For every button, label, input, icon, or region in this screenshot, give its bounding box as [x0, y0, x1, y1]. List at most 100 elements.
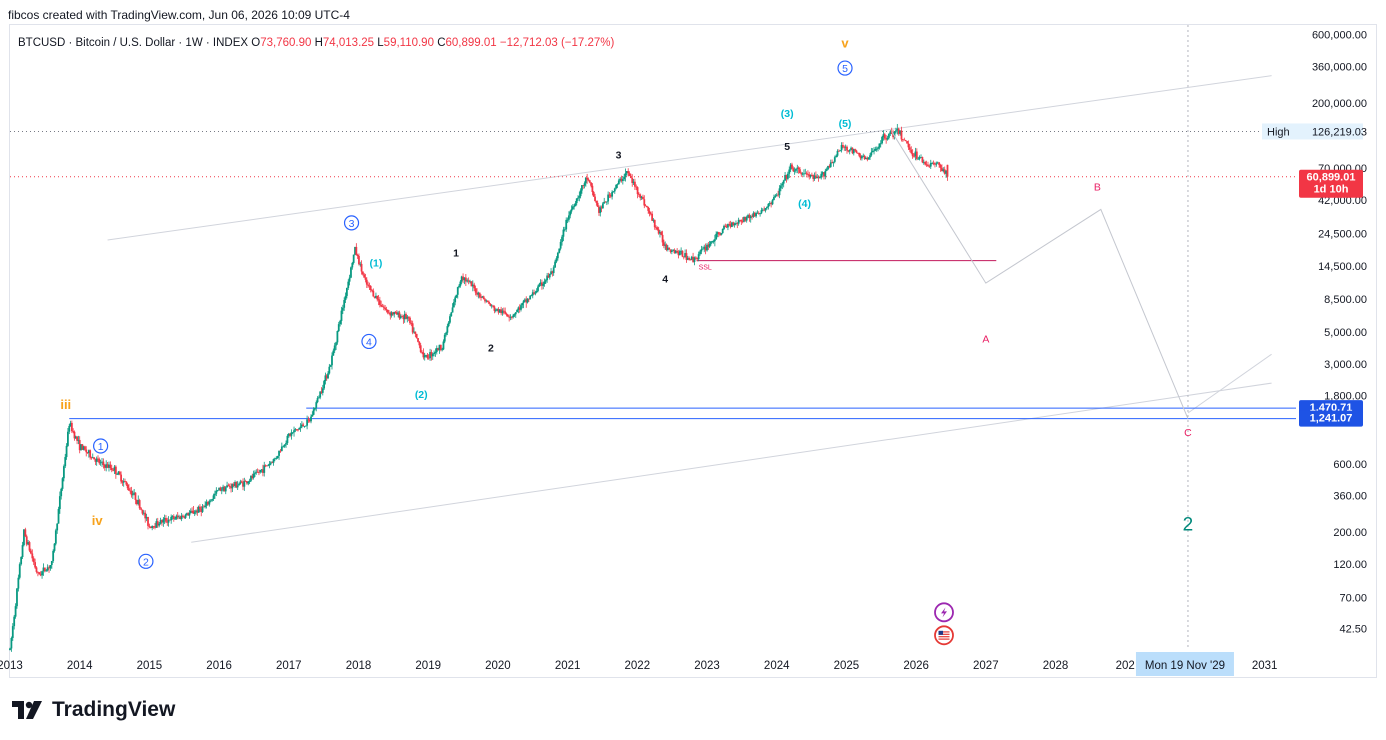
candle-body: [513, 314, 516, 316]
candle-body: [858, 152, 861, 156]
candle-body: [915, 151, 918, 159]
candle-body: [791, 164, 793, 169]
candle-body: [189, 510, 192, 514]
candle-body: [942, 169, 945, 172]
candle-body: [661, 234, 664, 243]
candle-body: [329, 365, 332, 367]
candle-body: [565, 219, 568, 230]
candle-body: [813, 175, 816, 179]
candle-body: [825, 169, 828, 171]
candle-body: [266, 465, 268, 467]
candle-body: [929, 163, 932, 167]
candle-body: [347, 281, 350, 288]
candle-body: [135, 499, 138, 505]
candle-body: [747, 215, 749, 218]
candle-body: [269, 462, 272, 464]
candle-body: [344, 295, 347, 301]
candle-body: [394, 312, 397, 313]
candle-body: [910, 149, 913, 154]
candle-body: [755, 213, 757, 217]
candle-body: [727, 224, 729, 228]
candle-body: [398, 312, 401, 319]
candle-body: [711, 241, 714, 243]
candle-body: [492, 305, 494, 307]
candle-body: [575, 198, 578, 204]
wave-label: (2): [415, 389, 428, 401]
candle-body: [748, 215, 751, 219]
candle-body: [542, 283, 545, 286]
candle-body: [607, 194, 610, 202]
candle-body: [438, 344, 441, 351]
candle-body: [720, 233, 723, 235]
candle-body: [693, 257, 696, 262]
candle-body: [508, 316, 511, 318]
candle-body: [145, 517, 148, 519]
chart-frame[interactable]: [9, 24, 1377, 678]
us-flag-icon: [934, 625, 954, 646]
candle-body: [227, 485, 230, 487]
candle-body: [302, 424, 305, 427]
candle-body: [406, 316, 409, 319]
candle-body: [156, 521, 159, 526]
x-tick-label: 2015: [137, 660, 163, 672]
candle-body: [215, 490, 218, 494]
us-flag-stripe: [938, 633, 950, 635]
candle-body: [392, 312, 394, 315]
candle-body: [486, 300, 489, 303]
candle-body: [328, 366, 331, 374]
candle-body: [773, 196, 775, 200]
price-levels: SSL: [10, 130, 1296, 420]
candle-body: [64, 457, 67, 467]
candle-body: [901, 139, 904, 141]
candle-body: [602, 203, 604, 209]
candle-body: [141, 509, 144, 514]
y-tick-label: 42.50: [1339, 623, 1367, 635]
candle-body: [467, 280, 470, 282]
candle-body: [294, 429, 297, 431]
high-tag-bg: [1262, 123, 1363, 140]
symbol-legend[interactable]: BTCUSD · Bitcoin / U.S. Dollar · 1W · IN…: [18, 37, 614, 49]
candle-body: [409, 317, 411, 324]
candle-body: [76, 436, 78, 441]
price-chart[interactable]: SSL iiiivv12345(1)(2)(3)(4)(5)12345ABC2 …: [0, 0, 1386, 690]
candle-body: [117, 471, 120, 475]
candle-body: [482, 296, 485, 300]
candle-body: [743, 216, 745, 222]
candle-body: [835, 155, 838, 158]
candle-body: [563, 229, 566, 231]
candle-body: [360, 263, 363, 272]
candle-body: [931, 162, 934, 164]
wave-label-circle: [361, 333, 377, 350]
candle-body: [543, 281, 546, 284]
candle-body: [358, 255, 360, 265]
candle-body: [903, 139, 906, 141]
candle-body: [759, 213, 761, 215]
candle-body: [506, 314, 509, 317]
candle-body: [368, 285, 371, 287]
candle-body: [632, 181, 635, 183]
candle-body: [945, 170, 947, 174]
candle-body: [665, 244, 668, 250]
candle-body: [126, 484, 129, 489]
candle-body: [31, 553, 34, 559]
wave-label: B: [1094, 182, 1101, 194]
tradingview-logo[interactable]: TradingView: [12, 698, 175, 722]
candle-body: [43, 567, 46, 572]
close-value: 60,899.01: [445, 37, 497, 49]
open-label: O: [251, 37, 261, 49]
candle-body: [425, 354, 427, 356]
candle-body: [635, 186, 638, 188]
candle-body: [24, 529, 27, 537]
candle-body: [376, 295, 379, 300]
candle-body: [904, 140, 907, 142]
candle-body: [372, 290, 375, 297]
candle-body: [707, 244, 710, 247]
candle-body: [922, 162, 925, 163]
candle-body: [496, 309, 499, 311]
candle-body: [525, 299, 528, 303]
candle-body: [276, 455, 279, 459]
candle-body: [780, 185, 782, 189]
candle-body: [832, 161, 835, 163]
candle-body: [236, 485, 239, 488]
candle-body: [300, 424, 303, 427]
